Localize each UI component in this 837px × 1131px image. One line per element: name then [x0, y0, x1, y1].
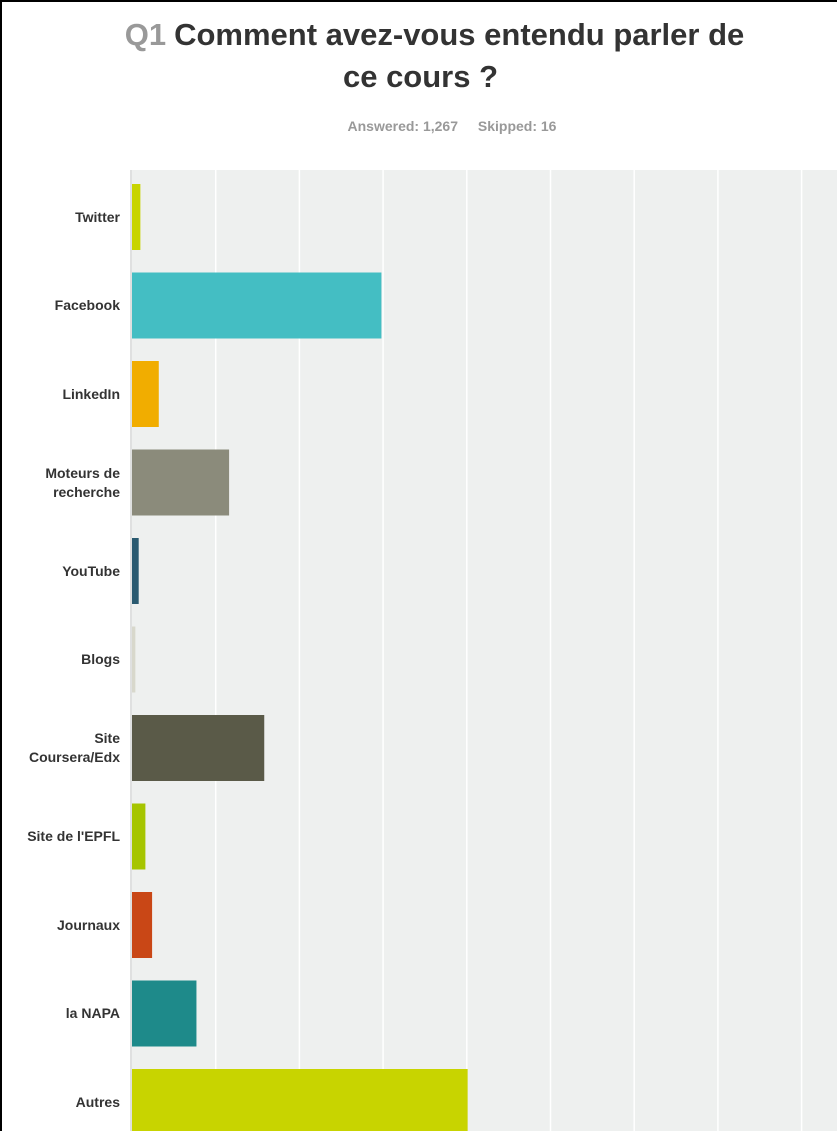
question-title: Q1 Comment avez-vous entendu parler de ce… — [2, 14, 837, 98]
title-line-1: Comment avez-vous entendu parler de — [174, 17, 745, 52]
category-label: LinkedIn — [62, 385, 120, 402]
category-label: Autres — [75, 1093, 120, 1110]
category-label: la NAPA — [65, 1005, 120, 1021]
bar-blogs — [132, 626, 136, 693]
bar-site-de-l-epfl — [132, 803, 146, 870]
category-label: YouTube — [62, 562, 120, 579]
response-stats: Answered: 1,267 Skipped: 16 — [2, 118, 837, 134]
title-line-2: ce cours ? — [342, 59, 499, 94]
bar-twitter — [132, 184, 141, 250]
bar-youtube — [132, 538, 139, 604]
category-label: Site Coursera/Edx — [28, 730, 120, 765]
skipped-count: Skipped: 16 — [477, 118, 557, 134]
category-label: Site de l'EPFL — [27, 828, 120, 844]
question-number: Q1 — [124, 17, 167, 52]
bar-linkedin — [132, 361, 159, 427]
category-label: Blogs — [81, 651, 120, 667]
answered-count: Answered: 1,267 — [347, 118, 459, 134]
bar-autres — [132, 1069, 468, 1131]
category-label: Journaux — [56, 916, 120, 933]
bar-moteurs-de-recherche — [132, 449, 230, 516]
bar-la-napa — [132, 980, 197, 1047]
bar-facebook — [132, 272, 382, 339]
category-label: Facebook — [54, 297, 120, 313]
bar-journaux — [132, 892, 153, 958]
category-label: Moteurs de recherche — [45, 464, 120, 500]
category-label: Twitter — [75, 208, 120, 225]
bar-site-coursera-edx — [132, 715, 265, 781]
